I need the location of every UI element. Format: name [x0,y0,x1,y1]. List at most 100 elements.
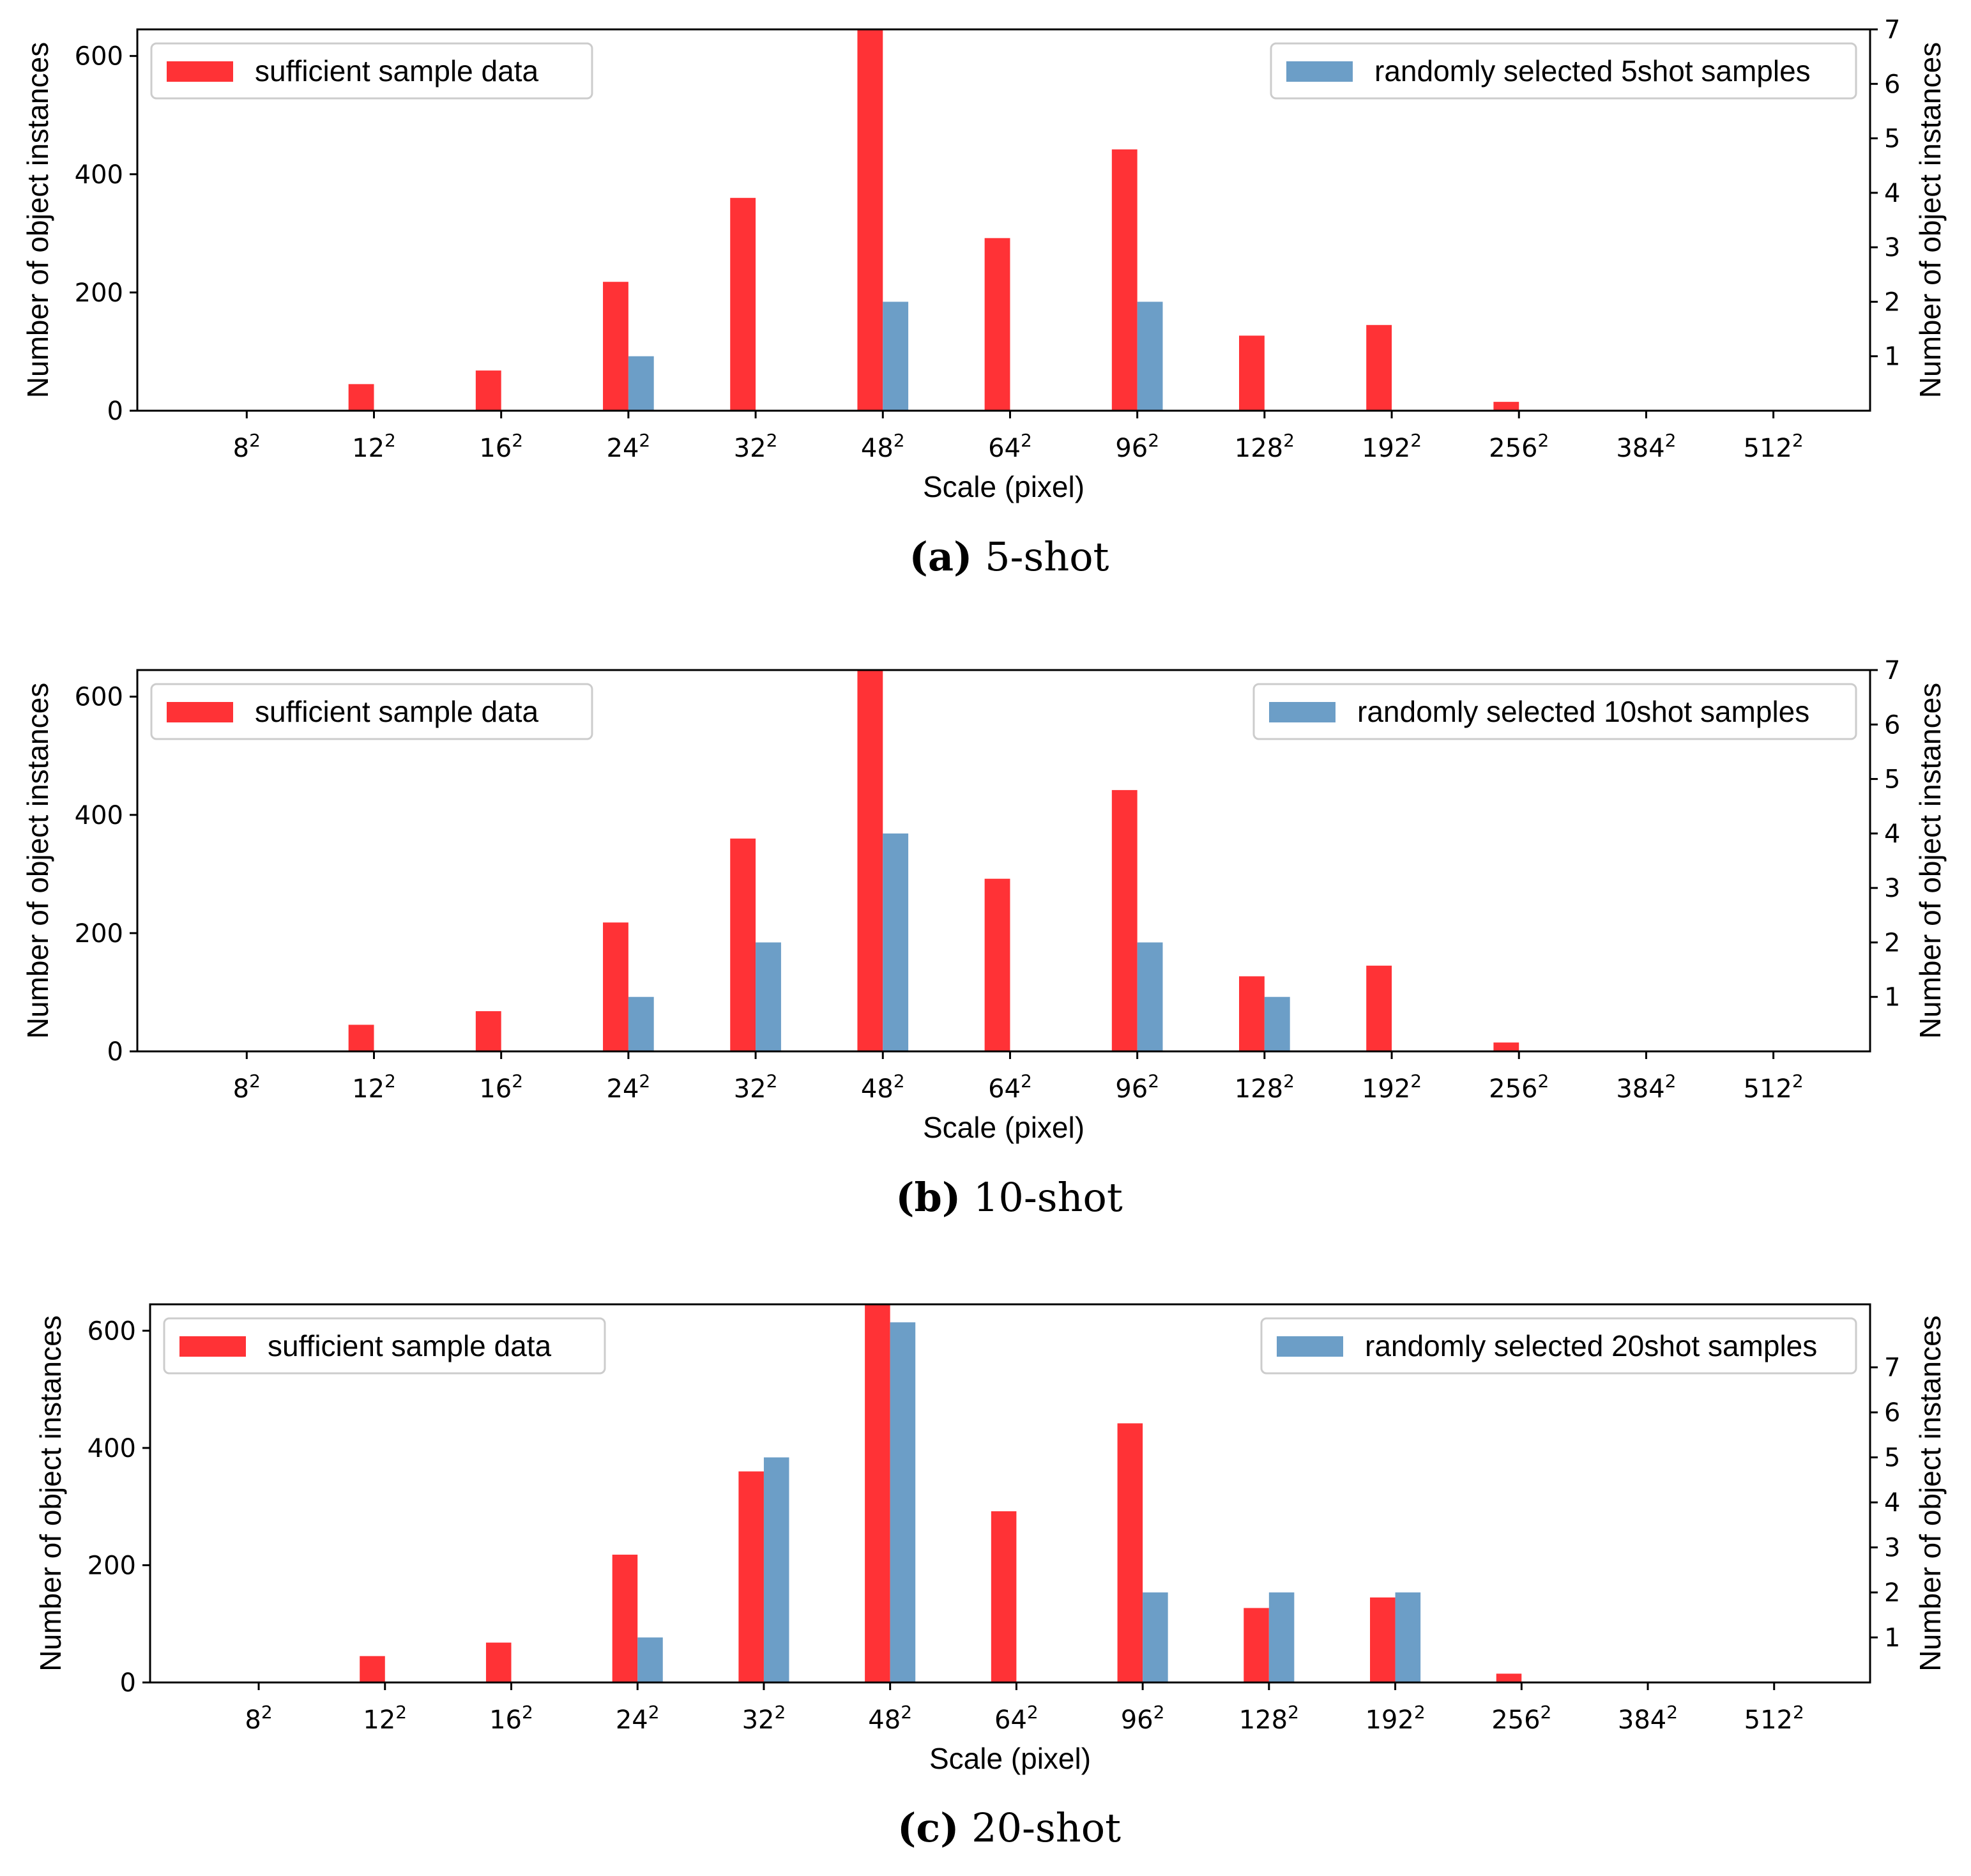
left-tick-label-0: 0 [107,397,123,426]
bar-sufficient-8 [1244,1608,1269,1682]
caption-text: 20-shot [959,1804,1121,1851]
x-tick-label-8: 1282 [1235,430,1295,463]
legend-random-box [1260,1317,1857,1375]
right-tick-label-4: 5 [1884,1444,1900,1473]
right-tick-label-3: 4 [1884,820,1900,849]
bar-random-9 [1395,1592,1421,1682]
caption-letter: (a) [909,533,973,580]
left-tick-label-3: 600 [75,683,123,712]
bar-sufficient-1 [348,384,374,411]
bar-sufficient-3 [612,1554,638,1682]
x-axis-label: Scale (pixel) [923,1111,1084,1144]
legend-sufficient-box [150,42,593,100]
x-tick-label-0: 82 [233,430,261,463]
x-tick-label-7: 962 [1121,1702,1165,1735]
bar-random-5 [890,1322,916,1682]
right-tick-label-1: 2 [1884,1578,1900,1608]
x-tick-label-12: 5122 [1744,430,1804,463]
caption-letter: (c) [897,1804,959,1851]
legend-sufficient: sufficient sample data [150,42,593,100]
bar-random-8 [1268,1592,1295,1682]
bar-random-3 [637,1637,663,1682]
figure-caption: (c) 20-shot [897,1804,1121,1851]
left-tick-label-2: 400 [75,160,123,190]
bar-sufficient-4 [730,838,756,1051]
x-axis-label: Scale (pixel) [923,470,1084,503]
x-tick-label-6: 642 [994,1702,1039,1735]
x-tick-label-5: 482 [861,1071,905,1104]
bar-random-7 [1143,1592,1168,1682]
bar-sufficient-6 [991,1511,1017,1682]
right-tick-label-6: 7 [1884,656,1900,685]
x-tick-label-8: 1282 [1239,1702,1299,1735]
legend-random-label: randomly selected 20shot samples [1365,1329,1817,1362]
x-tick-label-0: 82 [245,1702,272,1735]
x-tick-label-11: 3842 [1616,430,1676,463]
plot-frame [136,28,1871,412]
legend-random-label: randomly selected 5shot samples [1374,54,1811,88]
x-tick-label-1: 122 [363,1702,407,1735]
legend-random-label: randomly selected 10shot samples [1357,695,1809,728]
bar-sufficient-8 [1239,335,1265,411]
chart-panel-3: 0 200 400 600 1 2 3 4 5 6 7 82 122 162 242 322 482 642 962… [34,1303,1947,1851]
x-tick-label-1: 122 [352,1071,396,1104]
right-tick-label-4: 5 [1884,765,1900,795]
bar-random-3 [628,356,654,411]
y-axis-label-right: Number of object instances [1914,1315,1947,1671]
left-tick-label-0: 0 [107,1037,123,1067]
x-tick-label-4: 322 [734,1071,778,1104]
legend-sufficient-label: sufficient sample data [268,1329,551,1362]
x-tick-label-10: 2562 [1491,1702,1551,1735]
x-tick-label-10: 2562 [1489,430,1549,463]
x-tick-label-2: 162 [479,1071,523,1104]
legend-sufficient-label: sufficient sample data [255,54,538,88]
x-tick-label-12: 5122 [1744,1702,1804,1735]
x-axis-label: Scale (pixel) [929,1742,1091,1775]
bar-sufficient-7 [1111,789,1138,1051]
left-tick-label-0: 0 [120,1668,136,1698]
bar-random-3 [628,996,654,1051]
bar-sufficient-6 [984,238,1010,411]
x-tick-label-7: 962 [1115,1071,1159,1104]
legend-random-box [1270,42,1857,100]
y-axis-label-left: Number of object instances [34,1315,67,1671]
right-tick-label-3: 4 [1884,1488,1900,1518]
legend-random-swatch [1286,61,1353,82]
legend-sufficient: sufficient sample data [163,1317,606,1375]
x-tick-label-3: 242 [607,430,651,463]
bar-sufficient-7 [1117,1423,1143,1682]
x-tick-label-2: 162 [489,1702,533,1735]
plot-frame [149,1303,1871,1684]
right-tick-label-5: 6 [1884,70,1900,99]
x-tick-label-9: 1922 [1362,1071,1422,1104]
bar-sufficient-4 [730,197,756,411]
bar-sufficient-7 [1111,149,1138,411]
legend-random: randomly selected 10shot samples [1252,683,1857,740]
right-tick-label-0: 1 [1884,1624,1900,1653]
bar-random-8 [1264,996,1290,1051]
bar-sufficient-10 [1496,1674,1522,1682]
right-tick-label-5: 6 [1884,1398,1900,1428]
x-tick-label-3: 242 [607,1071,651,1104]
bar-sufficient-2 [485,1642,512,1682]
bar-random-5 [883,301,909,411]
x-tick-label-6: 642 [988,430,1032,463]
x-tick-label-4: 322 [742,1702,786,1735]
right-tick-label-1: 2 [1884,287,1900,317]
right-tick-label-4: 5 [1884,125,1900,154]
legend-sufficient-swatch [167,702,233,722]
bar-sufficient-5 [857,29,883,411]
legend-random-box [1252,683,1857,740]
x-tick-label-4: 322 [734,430,778,463]
bar-sufficient-2 [475,1011,501,1051]
bar-sufficient-8 [1239,976,1265,1051]
right-tick-label-1: 2 [1884,928,1900,957]
bar-random-7 [1137,301,1163,411]
left-tick-label-3: 600 [88,1316,136,1346]
bar-sufficient-10 [1493,1042,1519,1051]
left-tick-label-1: 200 [88,1551,136,1580]
right-tick-label-0: 1 [1884,342,1900,372]
x-tick-label-0: 82 [233,1071,261,1104]
bar-random-4 [763,1457,789,1682]
